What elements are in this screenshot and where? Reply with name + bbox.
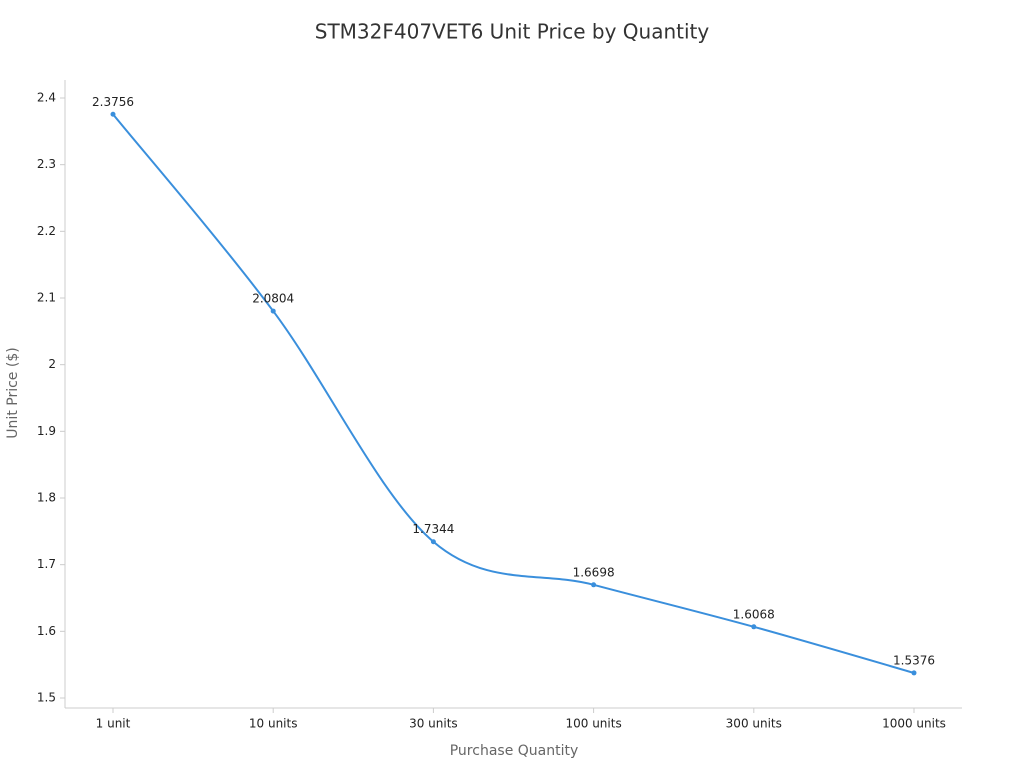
data-label: 1.5376	[893, 653, 935, 667]
y-tick-label: 1.5	[37, 691, 56, 705]
point	[270, 308, 276, 314]
y-axis-title: Unit Price ($)	[5, 347, 21, 438]
y-tick-label: 1.9	[37, 424, 56, 438]
x-tick-label: 30 units	[409, 717, 458, 731]
data-label: 1.7344	[412, 522, 454, 536]
line	[112, 113, 915, 674]
x-tick-label: 1000 units	[882, 717, 946, 731]
y-tick-label: 2.4	[37, 91, 56, 105]
y-tick-label: 2.2	[37, 224, 56, 238]
y-tick-label: 2.1	[37, 291, 56, 305]
point	[110, 111, 116, 117]
x-tick-label: 1 unit	[96, 717, 131, 731]
x-axis-title: Purchase Quantity	[450, 743, 579, 759]
x-tick-label: 100 units	[565, 717, 621, 731]
y-tick-label: 1.6	[37, 624, 56, 638]
point	[911, 670, 917, 676]
x-tick-label: 10 units	[249, 717, 298, 731]
chart-title: STM32F407VET6 Unit Price by Quantity	[315, 20, 710, 44]
y-tick-label: 1.7	[37, 557, 56, 571]
y-tick-label: 1.8	[37, 491, 56, 505]
y-tick-label: 2	[48, 357, 56, 371]
data-label: 2.3756	[92, 95, 134, 109]
y-tick-label: 2.3	[37, 157, 56, 171]
point	[591, 582, 597, 588]
x-tick-label: 300 units	[726, 717, 782, 731]
data-label: 2.0804	[252, 292, 294, 306]
data-label: 1.6068	[733, 607, 775, 621]
point	[751, 624, 757, 630]
data-label: 1.6698	[573, 565, 615, 579]
point	[430, 539, 436, 545]
